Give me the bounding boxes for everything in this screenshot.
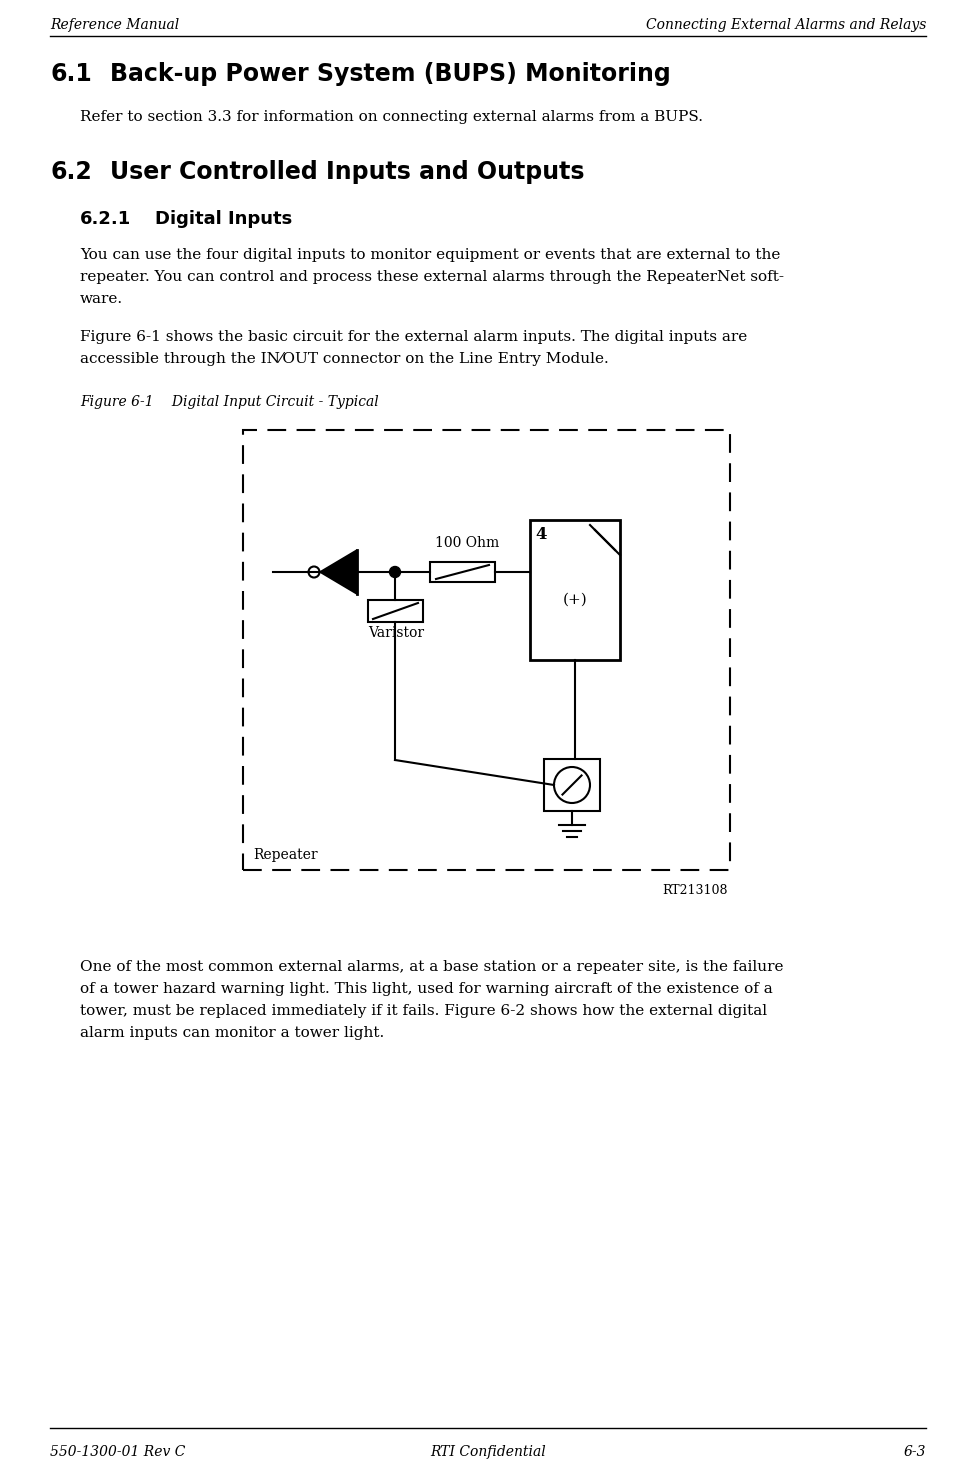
Text: 100 Ohm: 100 Ohm xyxy=(435,536,500,549)
Text: User Controlled Inputs and Outputs: User Controlled Inputs and Outputs xyxy=(110,160,585,185)
Circle shape xyxy=(389,567,400,577)
Text: 6.1: 6.1 xyxy=(50,62,92,86)
Text: Refer to section 3.3 for information on connecting external alarms from a BUPS.: Refer to section 3.3 for information on … xyxy=(80,110,703,125)
Text: 6-3: 6-3 xyxy=(904,1444,926,1459)
Text: repeater. You can control and process these external alarms through the Repeater: repeater. You can control and process th… xyxy=(80,270,784,284)
Text: Back-up Power System (BUPS) Monitoring: Back-up Power System (BUPS) Monitoring xyxy=(110,62,671,86)
Text: alarm inputs can monitor a tower light.: alarm inputs can monitor a tower light. xyxy=(80,1026,385,1040)
Text: accessible through the IN⁄OUT connector on the Line Entry Module.: accessible through the IN⁄OUT connector … xyxy=(80,352,609,366)
Text: Figure 6-1: Figure 6-1 xyxy=(80,396,153,409)
Text: You can use the four digital inputs to monitor equipment or events that are exte: You can use the four digital inputs to m… xyxy=(80,248,781,262)
Text: Varistor: Varistor xyxy=(368,626,425,640)
Text: 6.2: 6.2 xyxy=(50,160,92,185)
Text: Figure 6-1 shows the basic circuit for the external alarm inputs. The digital in: Figure 6-1 shows the basic circuit for t… xyxy=(80,330,748,344)
Text: 4: 4 xyxy=(535,526,547,544)
Bar xyxy=(430,563,495,582)
Text: of a tower hazard warning light. This light, used for warning aircraft of the ex: of a tower hazard warning light. This li… xyxy=(80,982,773,996)
Bar xyxy=(544,759,600,812)
Text: Digital Inputs: Digital Inputs xyxy=(155,209,292,229)
Text: One of the most common external alarms, at a base station or a repeater site, is: One of the most common external alarms, … xyxy=(80,960,784,974)
Text: 6.2.1: 6.2.1 xyxy=(80,209,131,229)
Text: RT213108: RT213108 xyxy=(663,883,728,897)
Bar xyxy=(368,601,423,623)
Bar xyxy=(530,520,620,661)
Text: 550-1300-01 Rev C: 550-1300-01 Rev C xyxy=(50,1444,185,1459)
Bar xyxy=(243,431,730,870)
Text: Digital Input Circuit - Typical: Digital Input Circuit - Typical xyxy=(150,396,379,409)
Text: Reference Manual: Reference Manual xyxy=(50,18,180,32)
Text: (+): (+) xyxy=(562,593,588,607)
Text: ware.: ware. xyxy=(80,292,123,306)
Text: tower, must be replaced immediately if it fails. Figure 6-2 shows how the extern: tower, must be replaced immediately if i… xyxy=(80,1004,767,1018)
Text: Repeater: Repeater xyxy=(253,848,317,861)
Polygon shape xyxy=(320,549,357,593)
Text: Connecting External Alarms and Relays: Connecting External Alarms and Relays xyxy=(646,18,926,32)
Text: RTI Confidential: RTI Confidential xyxy=(430,1444,546,1459)
